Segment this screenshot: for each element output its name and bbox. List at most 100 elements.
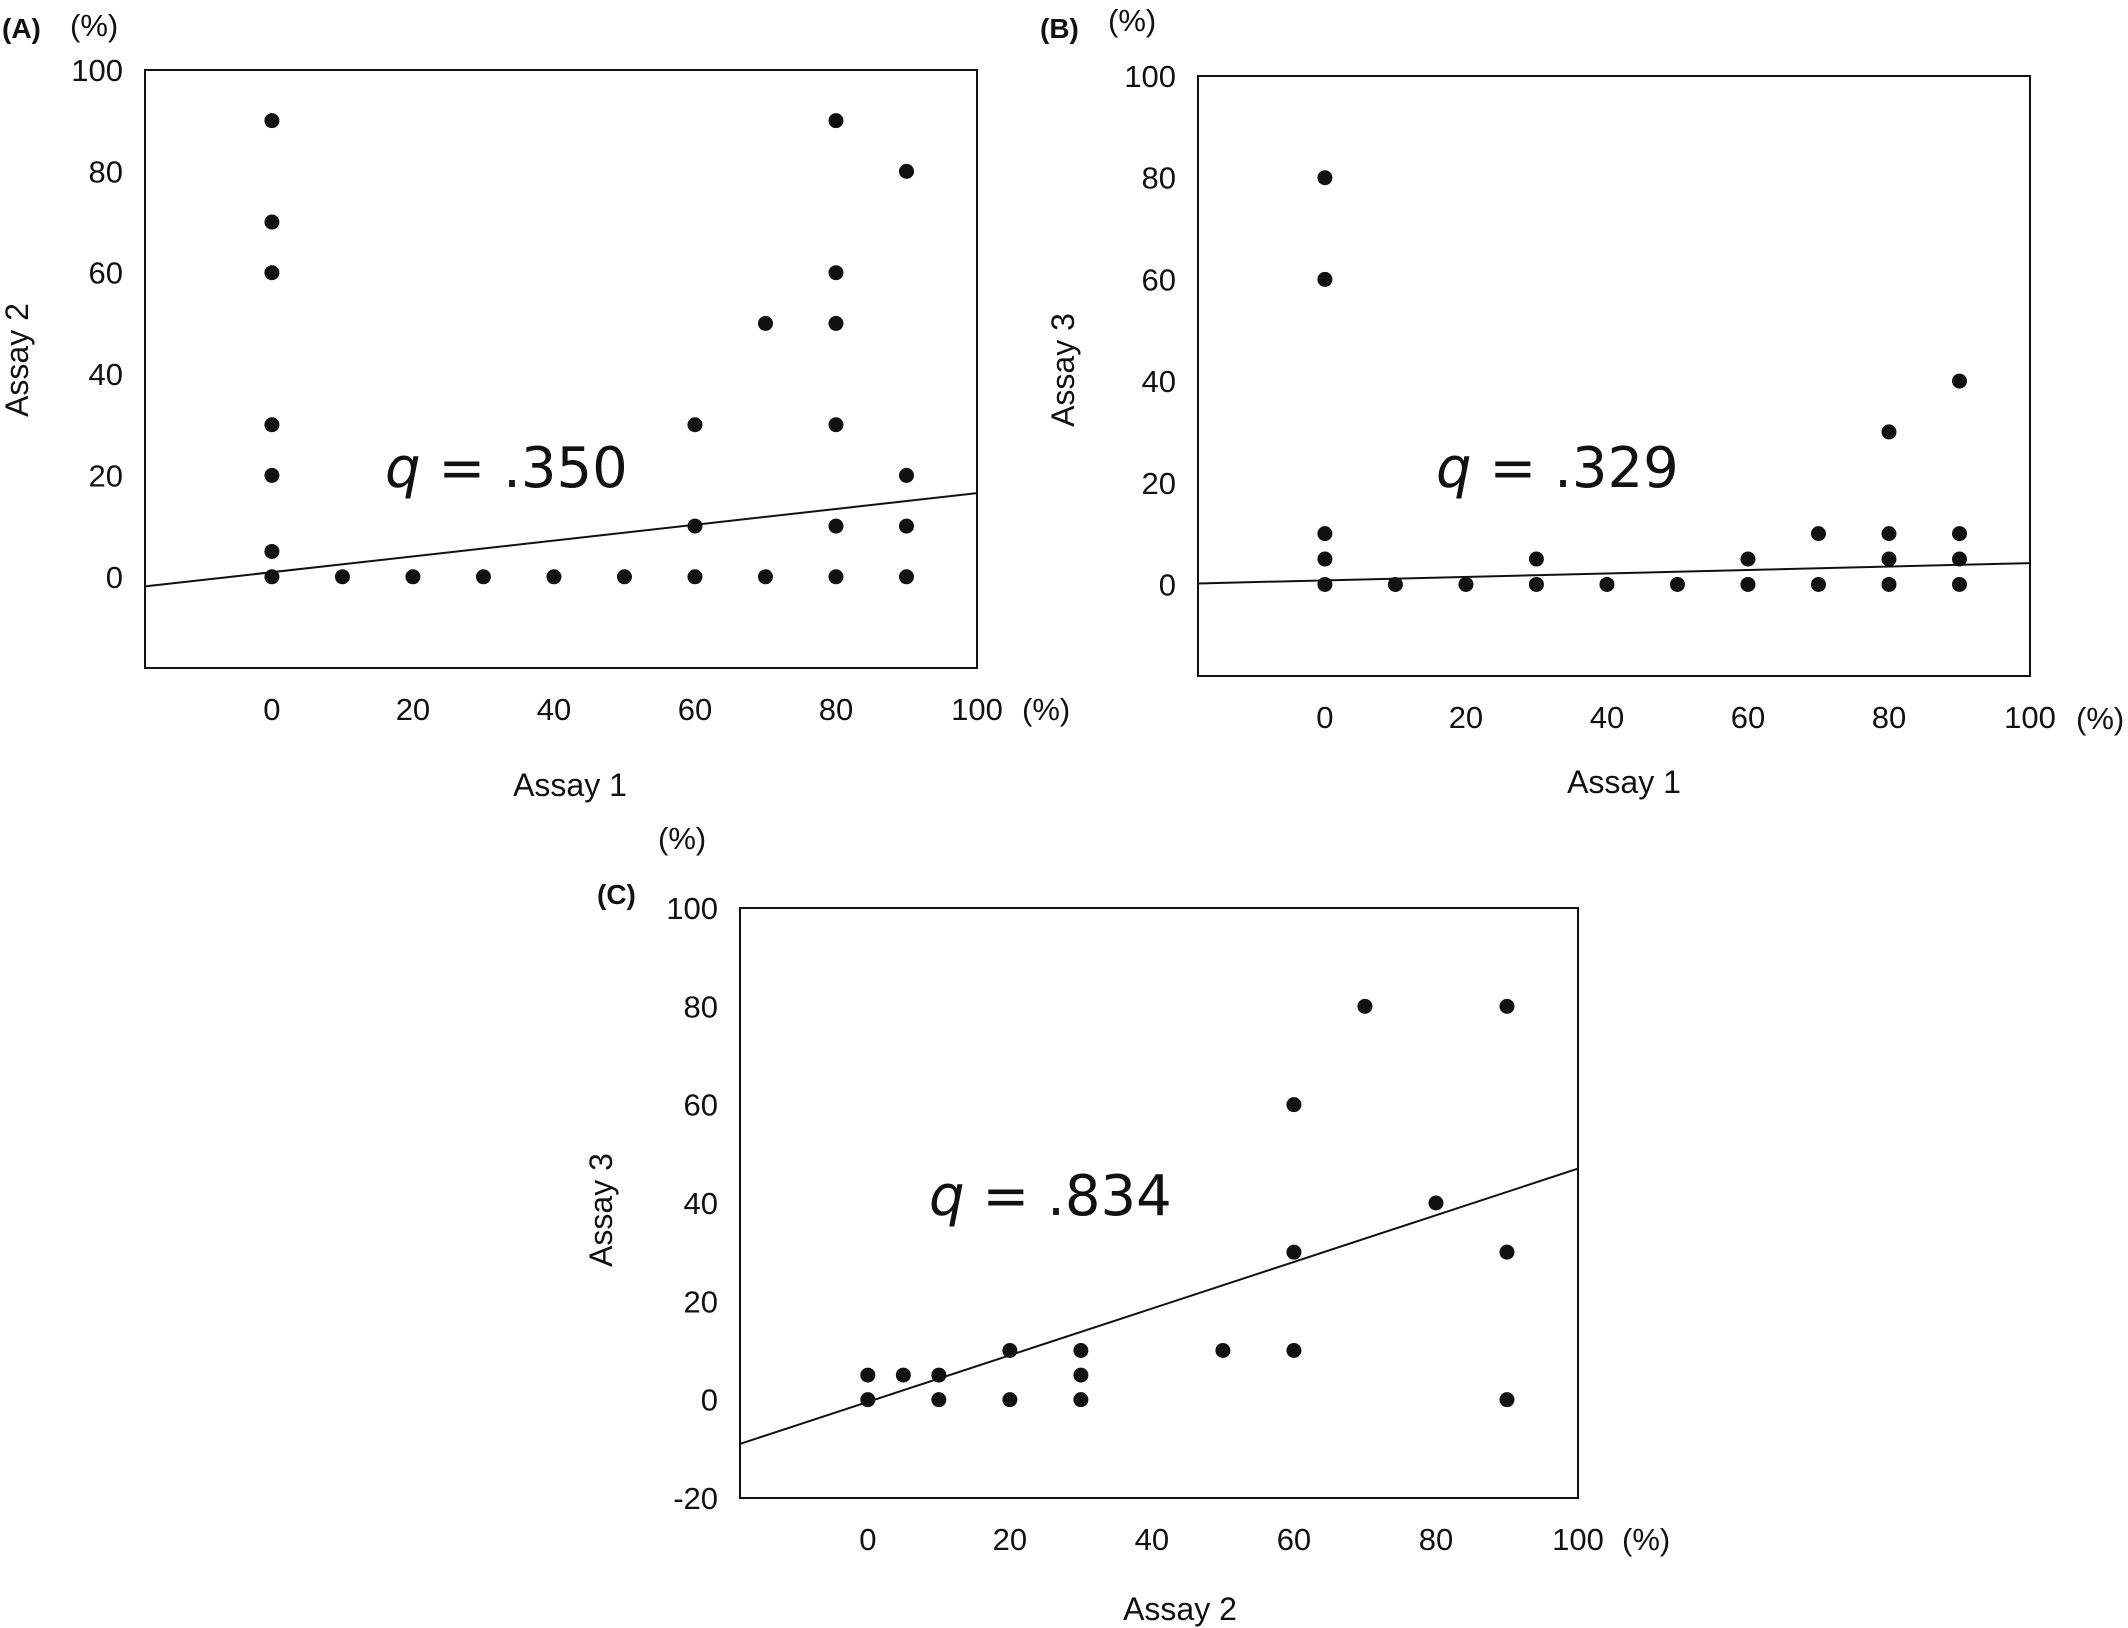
y-tick-label: 40 [684, 1186, 718, 1221]
data-point [1387, 576, 1403, 592]
panel-label: (A) [2, 13, 41, 44]
chart-panel-a: (A) (%) (%) 0 20 40 60 80 100 0 20 40 60 80 100 Assay 1… [0, 8, 1070, 803]
data-point [1499, 1392, 1515, 1408]
data-point [1528, 576, 1544, 592]
panel-label: (B) [1040, 13, 1079, 44]
plot-frame [1197, 75, 2031, 677]
correlation-symbol: q [385, 436, 421, 501]
data-point [1317, 551, 1333, 567]
x-tick-label: 80 [1872, 700, 1906, 735]
y-tick-label: 100 [71, 53, 123, 88]
x-tick-label: 20 [396, 692, 430, 727]
y-axis-title: Assay 3 [583, 1153, 619, 1267]
data-point [860, 1392, 876, 1408]
data-point [1215, 1343, 1231, 1358]
chart-panel-c: (C) (%) (%) 0 20 40 60 80 100 -20 0 20 40 60 80 100 Assa… [583, 821, 1670, 1627]
data-point [828, 315, 844, 331]
y-axis-title: Assay 3 [1045, 313, 1081, 427]
data-point [1740, 551, 1756, 567]
y-tick-label: 80 [684, 989, 718, 1024]
y-tick-label: 20 [684, 1284, 718, 1319]
x-tick-label: 100 [2004, 700, 2056, 735]
data-point [1669, 576, 1685, 592]
x-tick-label: 20 [1449, 700, 1483, 735]
y-tick-label: 80 [1142, 161, 1176, 196]
y-tick-label: 80 [89, 154, 123, 189]
y-tick-label: 20 [89, 458, 123, 493]
x-tick-label: 0 [263, 692, 280, 727]
x-tick-label: 60 [678, 692, 712, 727]
data-point [1810, 526, 1826, 542]
x-unit-label: (%) [1622, 1522, 1670, 1557]
data-point [860, 1367, 876, 1383]
y-tick-label: 100 [666, 891, 718, 926]
x-tick-label: 100 [1552, 1522, 1604, 1557]
x-tick-label: 0 [1316, 700, 1333, 735]
y-tick-label: 0 [1159, 567, 1176, 602]
data-point [931, 1392, 947, 1408]
data-point [898, 467, 914, 483]
data-point [1002, 1392, 1018, 1408]
data-point [828, 265, 844, 281]
x-tick-label: 100 [951, 692, 1003, 727]
correlation-value: = .329 [1472, 436, 1679, 501]
data-point [931, 1367, 947, 1383]
y-tick-label: 0 [701, 1383, 718, 1418]
x-axis-title: Assay 1 [513, 767, 627, 803]
y-tick-label: 60 [89, 256, 123, 291]
data-point [264, 265, 280, 281]
correlation-annotation: q = .834 [929, 1164, 1172, 1229]
data-point [1881, 551, 1897, 567]
x-tick-label: 40 [1590, 700, 1624, 735]
data-point [1499, 998, 1515, 1014]
panel-label: (C) [597, 879, 636, 910]
x-tick-label: 40 [537, 692, 571, 727]
data-point [264, 417, 280, 433]
data-point [898, 518, 914, 534]
correlation-value: = .834 [965, 1164, 1172, 1229]
data-point [1002, 1343, 1018, 1358]
data-point [687, 518, 703, 534]
data-point [1286, 1244, 1302, 1260]
data-point [616, 569, 632, 585]
y-unit-label: (%) [658, 821, 706, 856]
x-tick-label: 80 [819, 692, 853, 727]
y-tick-label: 60 [1142, 262, 1176, 297]
data-point [757, 315, 773, 331]
data-point [895, 1367, 911, 1383]
chart-panel-b: (B) (%) (%) 0 20 40 60 80 100 0 20 40 60 80 100 Assay 1… [1040, 3, 2124, 800]
data-point [1881, 526, 1897, 542]
data-point [1740, 576, 1756, 592]
x-tick-label: 80 [1419, 1522, 1453, 1557]
x-axis-title: Assay 1 [1567, 764, 1681, 800]
data-point [546, 569, 562, 585]
x-tick-label: 60 [1277, 1522, 1311, 1557]
data-point [264, 543, 280, 559]
y-tick-label: -20 [673, 1481, 718, 1516]
correlation-symbol: q [929, 1164, 965, 1229]
plot-frame [739, 907, 1579, 1499]
data-point [828, 113, 844, 129]
data-point [405, 569, 421, 585]
y-tick-label: 40 [89, 357, 123, 392]
data-point [1286, 1097, 1302, 1113]
data-point [1810, 576, 1826, 592]
data-point [1317, 526, 1333, 542]
data-point [1317, 271, 1333, 287]
data-point [1428, 1195, 1444, 1211]
x-tick-label: 60 [1731, 700, 1765, 735]
trend-line [1198, 562, 2030, 585]
x-tick-label: 40 [1135, 1522, 1169, 1557]
data-point [1951, 373, 1967, 389]
data-point [687, 417, 703, 433]
x-axis-title: Assay 2 [1123, 1591, 1237, 1627]
data-point [1951, 526, 1967, 542]
data-point [898, 163, 914, 179]
data-point [1073, 1392, 1089, 1408]
x-unit-label: (%) [1022, 692, 1070, 727]
data-point [264, 214, 280, 230]
data-point [334, 569, 350, 585]
data-point [1881, 424, 1897, 440]
data-point [828, 417, 844, 433]
trend-line [145, 492, 977, 588]
